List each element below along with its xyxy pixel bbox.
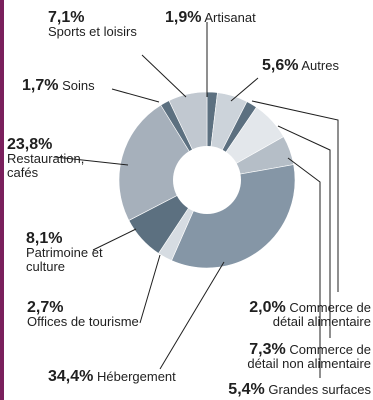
label-autres-name: Autres xyxy=(301,58,339,73)
label-commerce-alim: 2,0% Commerce de détail alimentaire xyxy=(249,299,371,329)
label-commerce-alim-name-1: Commerce de xyxy=(289,300,371,315)
label-patrimoine-name-2: culture xyxy=(26,259,66,274)
label-sports-pct: 7,1% xyxy=(48,9,85,26)
label-offices-name: Offices de tourisme xyxy=(27,314,139,329)
label-autres: 5,6% Autres xyxy=(262,57,339,74)
slice-restauration-caf-s xyxy=(118,104,208,221)
leader-line-commerce-non-alim xyxy=(277,125,331,338)
label-artisanat: 1,9% Artisanat xyxy=(165,9,256,26)
accent-stripe xyxy=(0,0,4,400)
label-hebergement-name: Hébergement xyxy=(97,369,176,384)
label-soins: 1,7% Soins xyxy=(22,77,95,94)
label-hebergement-pct: 34,4% xyxy=(48,368,94,385)
label-restauration: 23,8% Restauration, cafés xyxy=(7,136,85,180)
label-grandes-surfaces: 5,4% Grandes surfaces xyxy=(228,381,371,398)
label-patrimoine-name-1: Patrimoine et xyxy=(26,245,103,260)
label-grandes-surfaces-pct: 5,4% xyxy=(228,381,265,398)
leader-lines xyxy=(54,22,339,378)
label-offices: 2,7% Offices de tourisme xyxy=(27,299,139,329)
leader-line-sports xyxy=(141,54,187,98)
label-soins-name: Soins xyxy=(62,78,95,93)
label-commerce-alim-name-2: détail alimentaire xyxy=(272,314,371,329)
label-commerce-alim-pct: 2,0% xyxy=(249,299,286,316)
label-autres-pct: 5,6% xyxy=(262,57,299,74)
leader-line-grandes-surfaces xyxy=(287,157,321,378)
label-artisanat-pct: 1,9% xyxy=(165,9,202,26)
label-grandes-surfaces-name: Grandes surfaces xyxy=(268,382,371,397)
label-sports: 7,1% Sports et loisirs xyxy=(48,9,137,39)
label-commerce-non-alim-name-2: détail non alimentaire xyxy=(247,356,371,371)
label-patrimoine: 8,1% Patrimoine et culture xyxy=(26,230,103,274)
label-offices-pct: 2,7% xyxy=(27,299,64,316)
label-commerce-non-alim-name-1: Commerce de xyxy=(289,342,371,357)
leader-line-autres xyxy=(230,77,259,102)
label-patrimoine-pct: 8,1% xyxy=(26,230,63,247)
label-commerce-non-alim-pct: 7,3% xyxy=(249,341,286,358)
leader-line-restauration xyxy=(54,156,129,166)
label-soins-pct: 1,7% xyxy=(22,77,59,94)
leader-line-soins xyxy=(111,88,160,103)
label-restauration-name-1: Restauration, xyxy=(7,151,85,166)
leader-line-offices xyxy=(139,254,161,324)
leader-line-commerce-alim xyxy=(251,100,339,292)
leader-line-hebergement xyxy=(159,261,225,370)
center-hole xyxy=(173,146,241,214)
label-sports-name: Sports et loisirs xyxy=(48,24,137,39)
label-hebergement: 34,4% Hébergement xyxy=(48,368,176,385)
leader-line-patrimoine xyxy=(92,228,137,251)
label-restauration-pct: 23,8% xyxy=(7,136,53,153)
label-commerce-non-alim: 7,3% Commerce de détail non alimentaire xyxy=(247,341,371,371)
label-artisanat-name: Artisanat xyxy=(204,10,256,25)
label-restauration-name-2: cafés xyxy=(7,165,39,180)
